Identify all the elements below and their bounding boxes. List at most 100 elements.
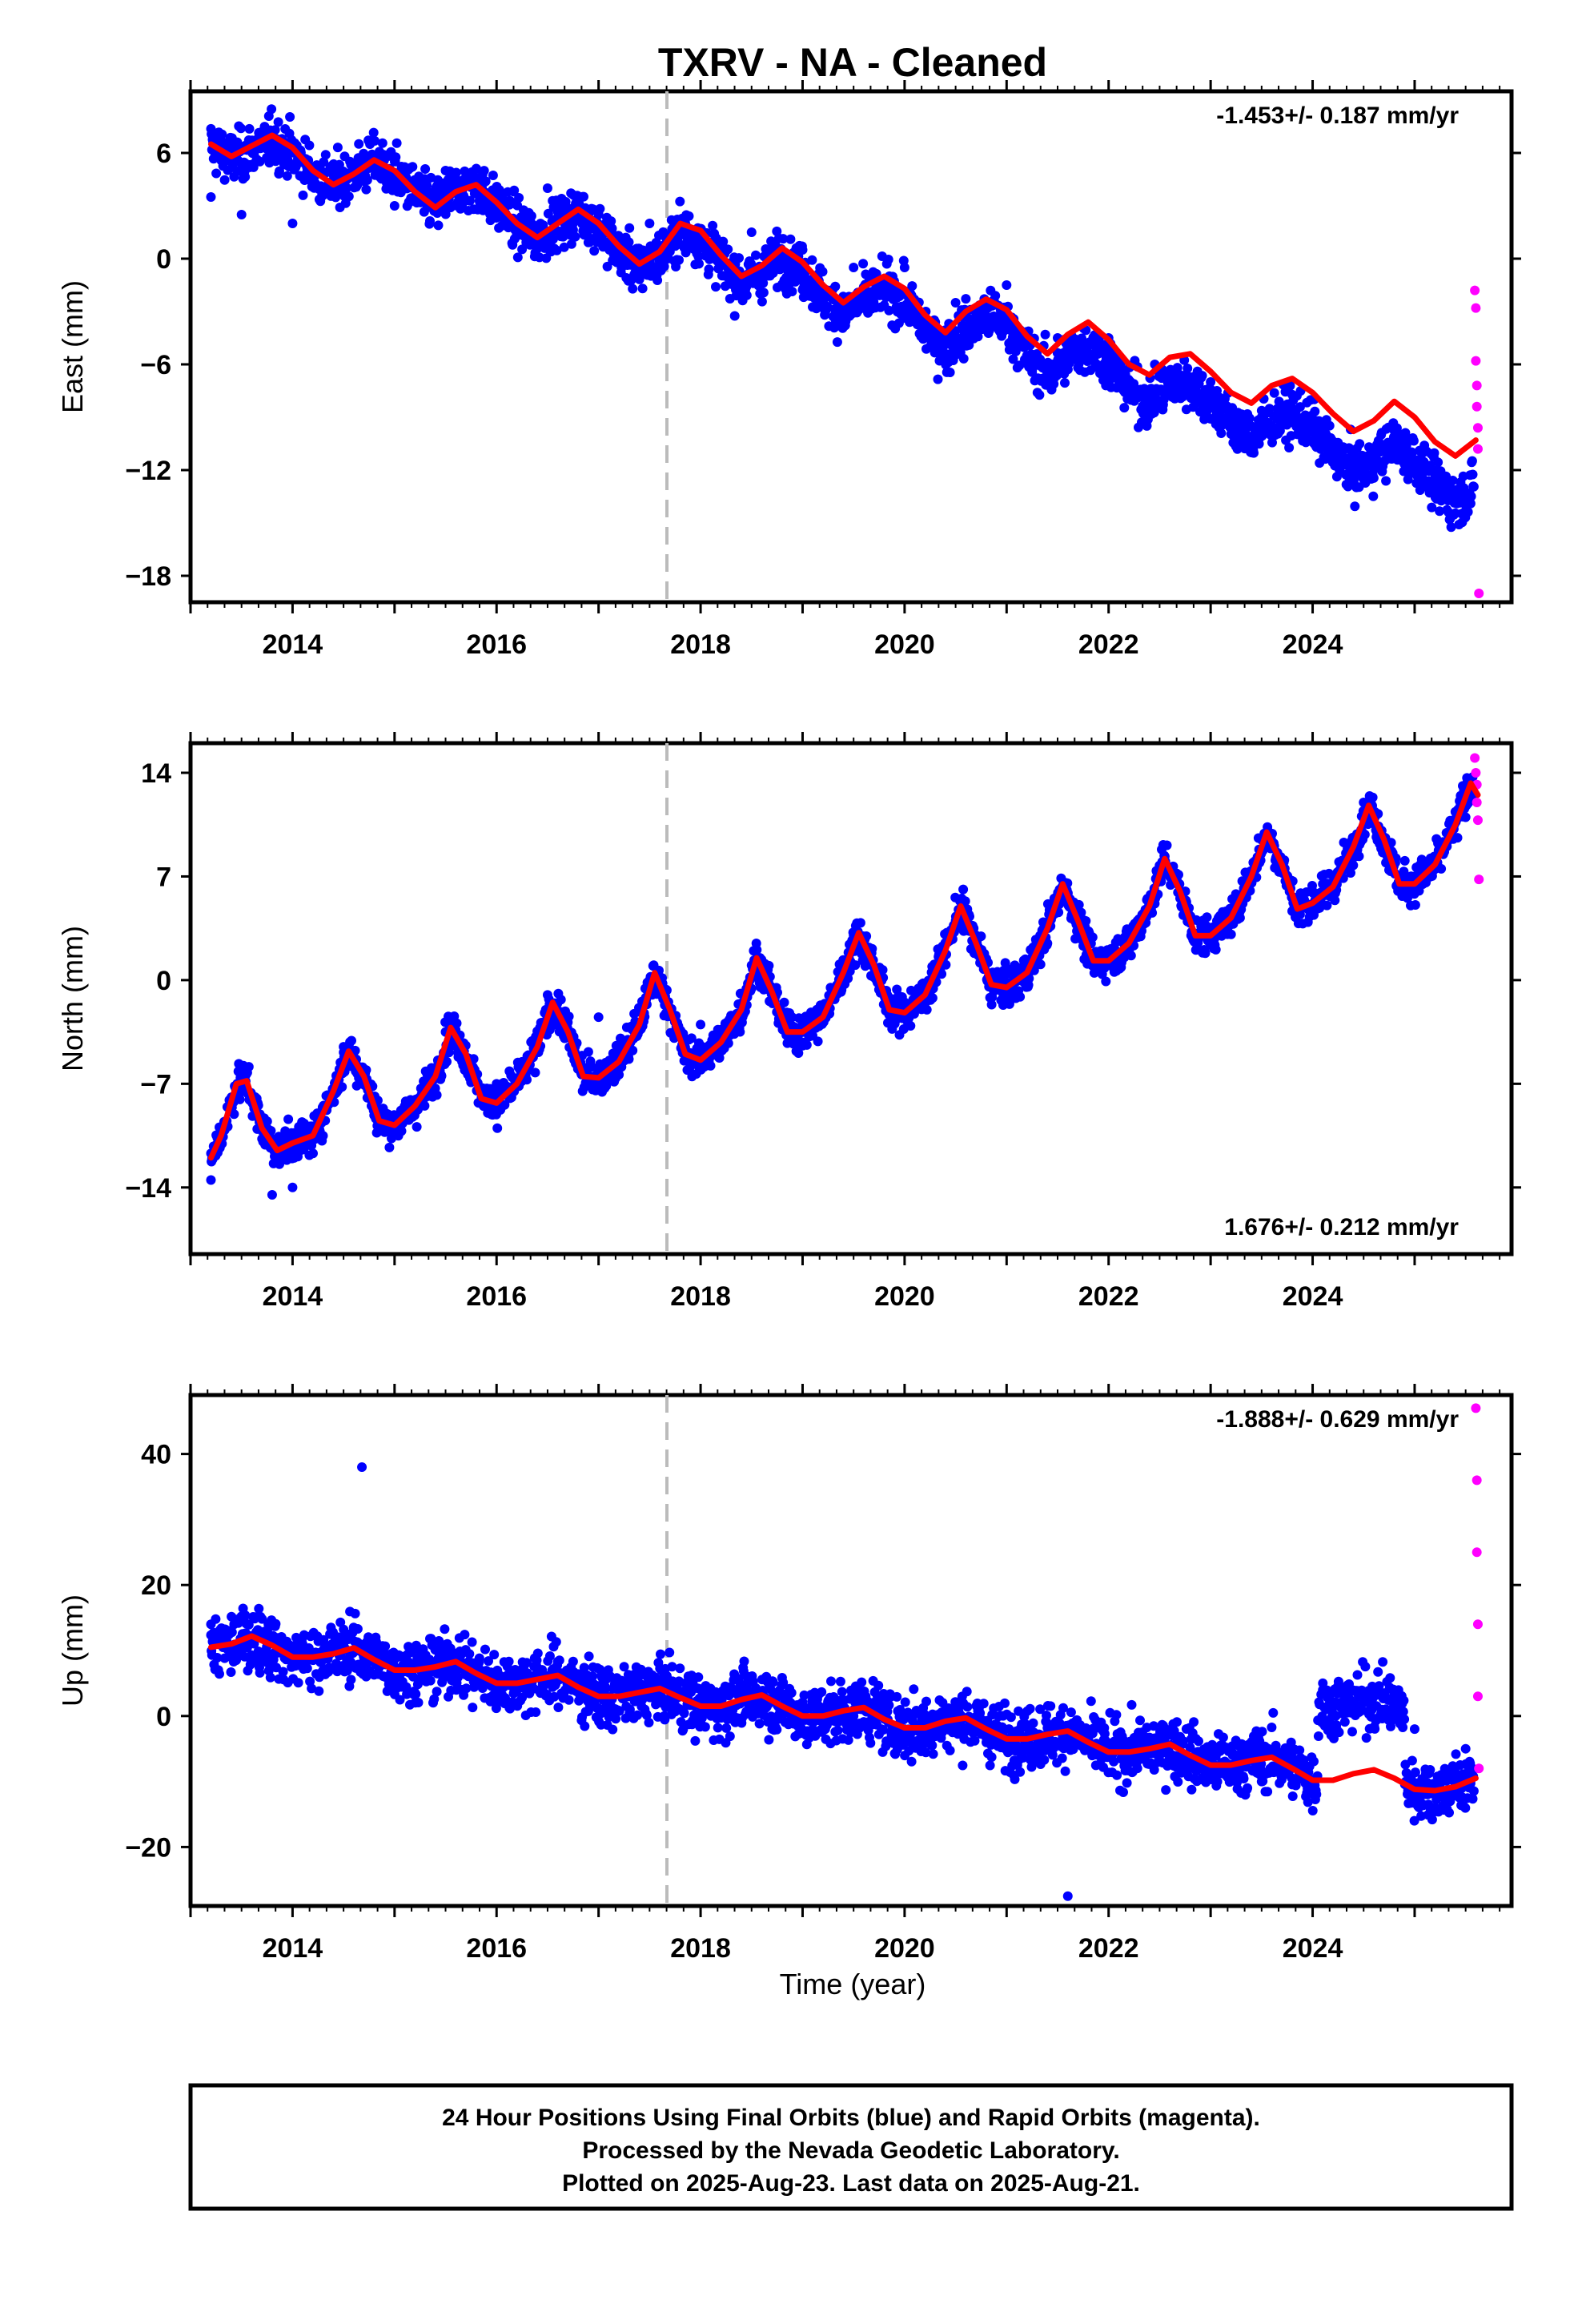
y-axis-title: Up (mm) <box>56 1594 89 1707</box>
x-tick-label: 2016 <box>466 1933 527 1964</box>
final-orbit-point <box>542 990 552 1000</box>
final-orbit-points <box>206 1603 1479 1826</box>
model-fit-line <box>208 780 1481 1161</box>
final-orbit-point <box>593 1012 604 1023</box>
x-tick-label: 2018 <box>670 1281 731 1312</box>
y-tick-label: 0 <box>156 1702 171 1732</box>
y-tick-label: 0 <box>156 244 171 275</box>
figure-title: TXRV - NA - Cleaned <box>658 40 1047 85</box>
final-orbit-point <box>746 227 757 237</box>
final-orbit-point <box>339 1638 349 1649</box>
final-orbit-point <box>440 1652 451 1663</box>
rapid-orbit-point <box>1472 1547 1482 1558</box>
final-orbit-point <box>287 219 298 228</box>
final-orbit-point <box>1053 1737 1063 1747</box>
rapid-orbit-point <box>1472 1619 1483 1630</box>
final-orbit-point <box>593 1685 604 1695</box>
final-orbit-point <box>206 192 216 202</box>
y-tick-label: 0 <box>156 966 171 996</box>
caption-line-2: Processed by the Nevada Geodetic Laborat… <box>582 2137 1119 2164</box>
final-orbit-point <box>236 1646 247 1655</box>
y-tick-label: 14 <box>141 758 171 789</box>
final-orbit-point <box>267 1190 277 1200</box>
final-orbit-point <box>1256 1776 1267 1787</box>
rapid-orbit-point <box>1474 1763 1484 1774</box>
rapid-orbit-point <box>1472 1691 1483 1702</box>
final-orbit-point <box>950 298 961 308</box>
final-orbit-point <box>389 201 400 211</box>
x-tick-label: 2014 <box>263 629 323 660</box>
caption-box: 24 Hour Positions Using Final Orbits (bl… <box>188 2083 1514 2211</box>
y-tick-label: −6 <box>140 350 171 380</box>
rapid-orbit-point <box>1472 444 1483 454</box>
y-axis-title: North (mm) <box>56 926 89 1072</box>
x-tick-label: 2016 <box>466 1281 527 1312</box>
rapid-orbit-point <box>1470 285 1480 296</box>
x-tick-label: 2014 <box>263 1933 323 1964</box>
rapid-orbit-point <box>1471 767 1481 778</box>
plot-area <box>206 1395 1484 1906</box>
final-orbit-point <box>287 1182 298 1192</box>
y-tick-label: 40 <box>141 1440 171 1470</box>
x-tick-label: 2024 <box>1283 1281 1343 1312</box>
final-orbit-point <box>1409 1724 1419 1735</box>
final-orbit-point <box>1307 886 1318 896</box>
rapid-orbit-point <box>1472 815 1483 826</box>
rate-label: -1.453+/- 0.187 mm/yr <box>1216 103 1459 129</box>
x-tick-label: 2014 <box>263 1281 323 1312</box>
final-orbit-point <box>696 1019 706 1030</box>
rapid-orbit-point <box>1472 380 1482 391</box>
y-tick-label: −7 <box>140 1069 171 1100</box>
rate-label: -1.888+/- 0.629 mm/yr <box>1216 1406 1459 1433</box>
final-orbit-point <box>696 236 706 246</box>
plot-frame <box>188 741 1514 1256</box>
final-orbit-point <box>1256 412 1267 422</box>
x-tick-label: 2018 <box>670 1933 731 1964</box>
model-fit-line <box>208 132 1479 459</box>
x-axis-title: Time (year) <box>780 1968 926 2000</box>
final-orbit-point <box>236 210 247 219</box>
final-orbit-point <box>1307 421 1318 431</box>
final-orbit-point <box>206 1175 216 1185</box>
y-tick-label: −12 <box>125 456 171 486</box>
final-orbit-point <box>593 210 604 219</box>
rate-label: 1.676+/- 0.212 mm/yr <box>1224 1214 1459 1240</box>
final-orbit-point <box>1409 465 1419 475</box>
plot-area <box>206 743 1484 1254</box>
final-orbit-point <box>1460 812 1471 822</box>
final-orbit-point <box>1359 1691 1369 1702</box>
final-orbit-point <box>1318 1678 1328 1688</box>
x-tick-label: 2022 <box>1078 629 1139 660</box>
final-orbit-point <box>849 263 859 272</box>
y-tick-label: −20 <box>125 1832 171 1863</box>
final-orbit-point <box>542 183 552 193</box>
rapid-orbit-point <box>1470 753 1480 763</box>
y-tick-label: −14 <box>125 1173 171 1204</box>
y-tick-label: −18 <box>125 561 171 592</box>
rapid-orbit-point <box>1472 401 1482 412</box>
plot-area <box>206 91 1484 602</box>
final-orbit-point <box>206 1619 216 1630</box>
final-orbit-point <box>287 1659 298 1669</box>
final-orbit-point <box>1206 1770 1216 1780</box>
final-orbit-point <box>899 997 909 1007</box>
x-tick-label: 2022 <box>1078 1933 1139 1964</box>
caption-line-1: 24 Hour Positions Using Final Orbits (bl… <box>442 2105 1260 2131</box>
final-orbit-point <box>1460 1743 1471 1754</box>
x-tick-label: 2016 <box>466 629 527 660</box>
x-tick-label: 2020 <box>874 1933 935 1964</box>
final-orbit-point <box>899 263 909 272</box>
y-tick-label: 20 <box>141 1570 171 1601</box>
final-orbit-point <box>1002 1743 1012 1754</box>
rapid-orbit-point <box>1472 1475 1482 1486</box>
rapid-orbit-point <box>1471 356 1481 366</box>
rapid-orbit-point <box>1472 423 1483 433</box>
final-orbit-point <box>1206 377 1216 387</box>
north-panel: −14 −7 0 7 14 2014 2016 2018 2020 2022 2024 North (… <box>56 732 1521 1312</box>
final-orbit-point <box>440 166 451 175</box>
final-orbit-point <box>1002 280 1012 290</box>
final-orbit-point <box>339 1042 349 1052</box>
final-orbit-point <box>644 1678 655 1688</box>
final-orbit-point <box>797 245 808 255</box>
y-tick-label: 7 <box>156 862 171 892</box>
